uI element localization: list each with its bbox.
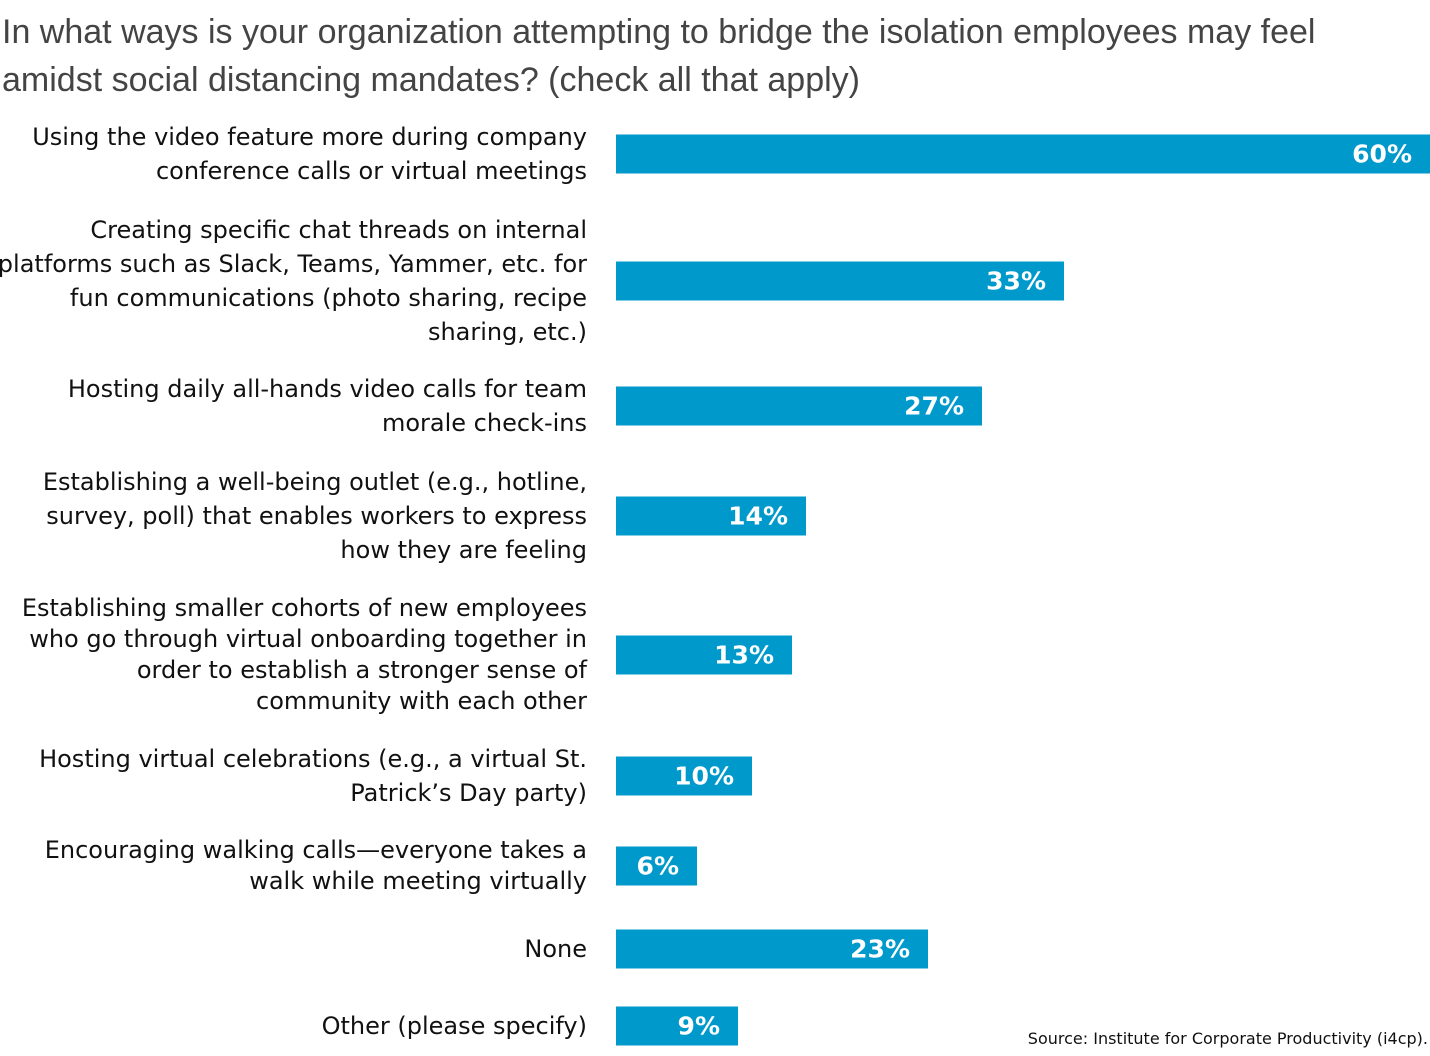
category-label: Establishing smaller cohorts of new empl… — [21, 594, 587, 715]
category-label: Hosting virtual celebrations (e.g., a vi… — [39, 745, 587, 807]
bar: 14% — [616, 496, 806, 536]
category-label: Creating specific chat threads on intern… — [0, 216, 587, 346]
chart-title: In what ways is your organization attemp… — [2, 13, 1316, 99]
bar: 13% — [616, 635, 792, 675]
data-label: 6% — [636, 851, 679, 881]
data-label: 23% — [850, 934, 910, 964]
bar: 9% — [616, 1006, 738, 1046]
bar: 60% — [616, 134, 1430, 174]
category-label: Hosting daily all-hands video calls for … — [67, 375, 587, 437]
bar: 10% — [616, 756, 752, 796]
bar: 23% — [616, 929, 928, 969]
bar: 6% — [616, 846, 697, 886]
category-label: Establishing a well-being outlet (e.g., … — [42, 468, 587, 564]
category-label: None — [524, 935, 587, 963]
data-label: 13% — [714, 640, 774, 670]
source-note: Source: Institute for Corporate Producti… — [1027, 1029, 1428, 1048]
category-label: Using the video feature more during comp… — [32, 123, 587, 185]
data-label: 60% — [1352, 139, 1412, 169]
data-label: 33% — [986, 266, 1046, 296]
data-label: 27% — [904, 391, 964, 421]
category-label: Other (please specify) — [321, 1012, 587, 1040]
data-label: 10% — [674, 761, 734, 791]
data-label: 14% — [728, 501, 788, 531]
category-label: Encouraging walking calls—everyone takes… — [44, 836, 587, 895]
bar: 33% — [616, 261, 1064, 301]
data-label: 9% — [677, 1011, 720, 1041]
bar: 27% — [616, 386, 982, 426]
